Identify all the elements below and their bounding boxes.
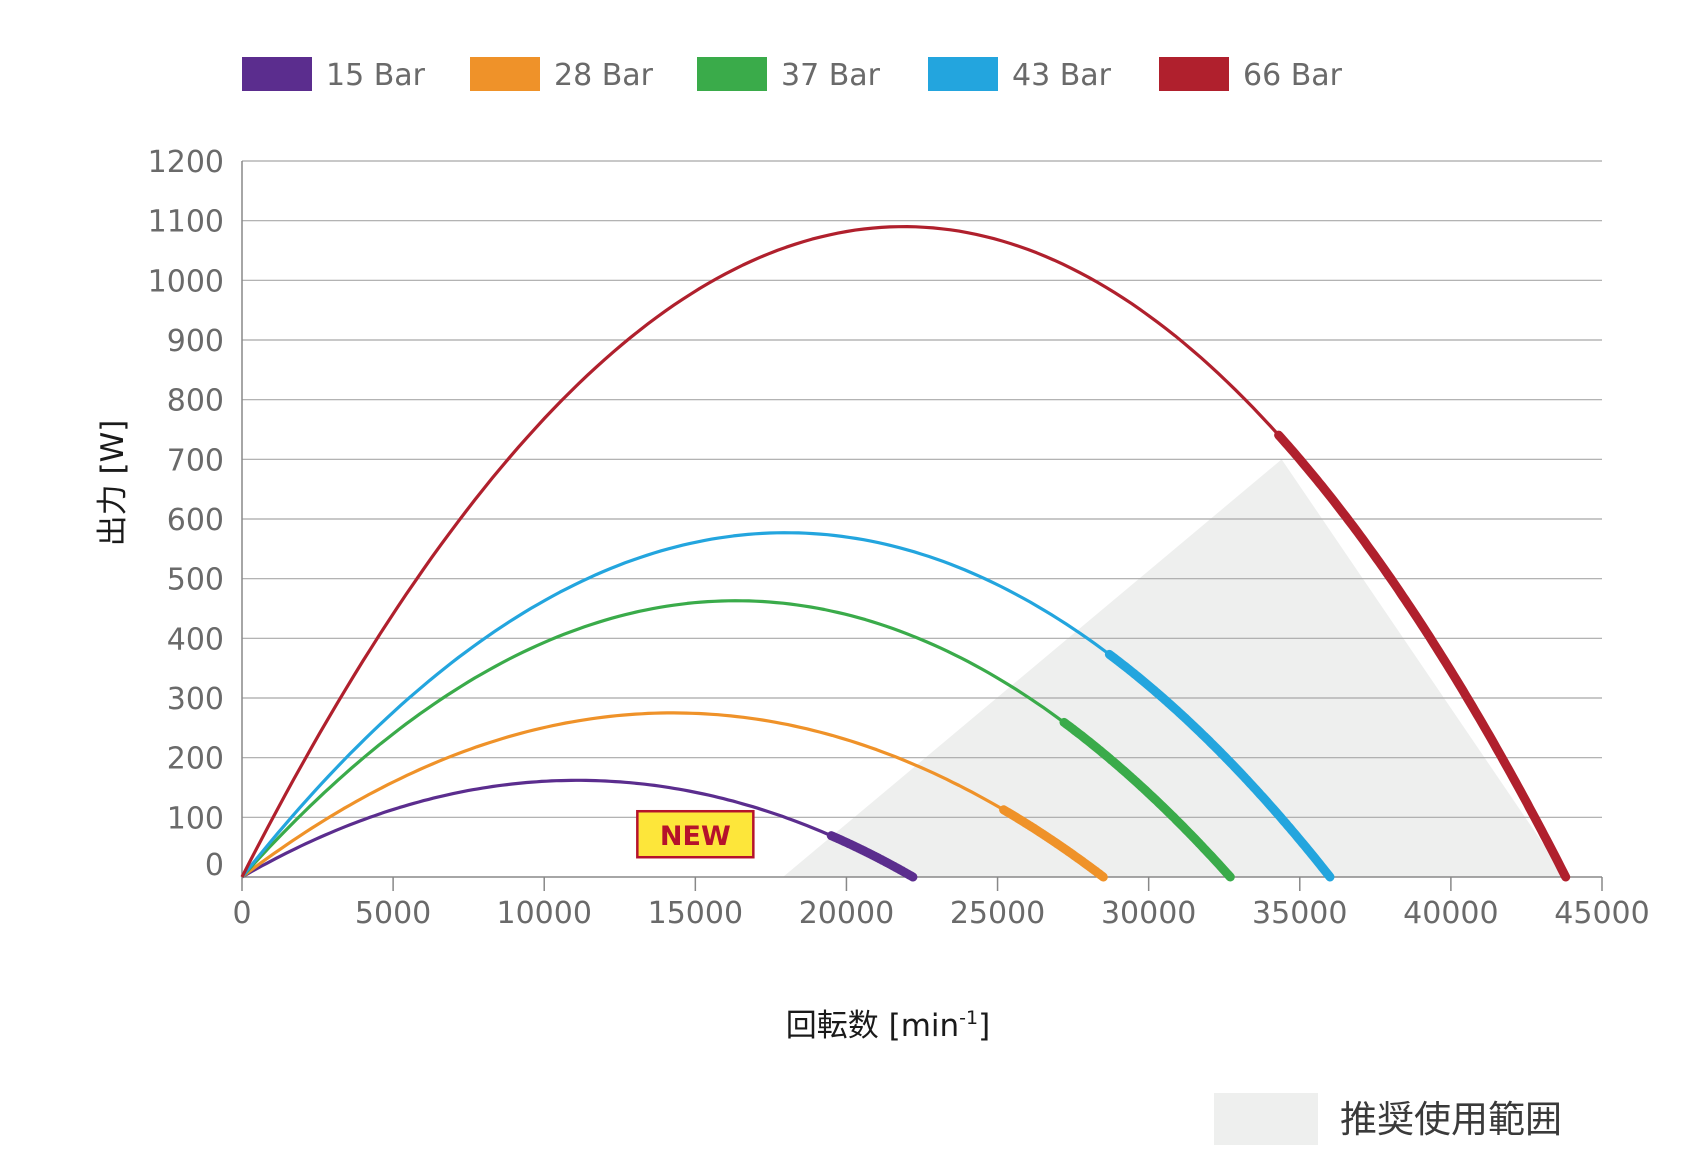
y-tick-label-700: 700 — [167, 443, 224, 478]
y-tick-label-100: 100 — [167, 801, 224, 836]
recommended-area-legend: 推奨使用範囲 — [1214, 1093, 1562, 1145]
legend-swatch-15-bar — [242, 57, 312, 91]
y-tick-label-900: 900 — [167, 324, 224, 359]
y-tick-label-800: 800 — [167, 384, 224, 419]
legend-label-43-bar: 43 Bar — [1012, 58, 1112, 93]
x-tick-label-10000: 10000 — [497, 896, 592, 931]
legend-swatch-37-bar — [697, 57, 767, 91]
series-recommended-37-bar — [1059, 717, 1235, 882]
new-badge-text: NEW — [660, 821, 731, 852]
series-recommended-15-bar — [826, 831, 918, 882]
x-tick-label-20000: 20000 — [799, 896, 894, 931]
legend-label-66-bar: 66 Bar — [1243, 58, 1343, 93]
series-line-15-bar — [241, 778, 832, 879]
series-recommended-28-bar — [999, 805, 1108, 882]
y-axis-label: 出力 [W] — [95, 420, 131, 547]
y-tick-label-600: 600 — [167, 503, 224, 538]
y-tick-label-1100: 1100 — [148, 205, 224, 240]
recommended-area — [782, 459, 1566, 877]
x-tick-label-0: 0 — [232, 896, 251, 931]
series-line-66-bar — [240, 225, 1280, 878]
y-tick-label-1000: 1000 — [148, 264, 224, 299]
series-line-43-bar — [240, 531, 1111, 878]
y-tick-label-200: 200 — [167, 742, 224, 777]
recommended-area-label: 推奨使用範囲 — [1340, 1098, 1562, 1141]
y-tick-label-300: 300 — [167, 682, 224, 717]
legend-swatch-66-bar — [1159, 57, 1229, 91]
y-tick-label-500: 500 — [167, 563, 224, 598]
x-tick-label-25000: 25000 — [950, 896, 1045, 931]
recommended-area-swatch — [1214, 1093, 1318, 1145]
x-axis-label-superscript: -1 — [959, 1007, 978, 1029]
x-tick-label-40000: 40000 — [1403, 896, 1498, 931]
new-badge — [636, 809, 755, 859]
y-tick-label-0: 0 — [205, 848, 224, 883]
x-tick-label-15000: 15000 — [648, 896, 743, 931]
y-tick-label-1200: 1200 — [148, 145, 224, 180]
series-recommended-43-bar — [1104, 649, 1335, 882]
y-tick-label-400: 400 — [167, 622, 224, 657]
series-line-37-bar — [240, 599, 1065, 879]
x-axis-label-close: ] — [978, 1008, 990, 1044]
legend-swatch-28-bar — [470, 57, 540, 91]
legend-label-15-bar: 15 Bar — [326, 58, 426, 93]
x-tick-label-30000: 30000 — [1101, 896, 1196, 931]
axes: 0 100 200 300 400 500 600 700 800 900 1000 1100 1200… — [148, 145, 1650, 931]
series-recommended-66-bar — [1274, 430, 1571, 882]
series — [240, 225, 1571, 882]
legend-label-28-bar: 28 Bar — [554, 58, 654, 93]
legend-label-37-bar: 37 Bar — [781, 58, 881, 93]
x-tick-label-45000: 45000 — [1554, 896, 1649, 931]
recommended-area-polygon — [782, 459, 1566, 877]
x-tick-label-35000: 35000 — [1252, 896, 1347, 931]
legend: 15 Bar 28 Bar 37 Bar 43 Bar 66 Bar — [242, 57, 1343, 93]
x-axis-label: 回転数 [min-1] — [786, 1007, 990, 1044]
x-tick-label-5000: 5000 — [355, 896, 431, 931]
legend-swatch-43-bar — [928, 57, 998, 91]
series-line-28-bar — [241, 711, 1005, 879]
axis-labels: 回転数 [min-1] 出力 [W] — [95, 420, 990, 1044]
annotation: NEW — [636, 809, 755, 859]
